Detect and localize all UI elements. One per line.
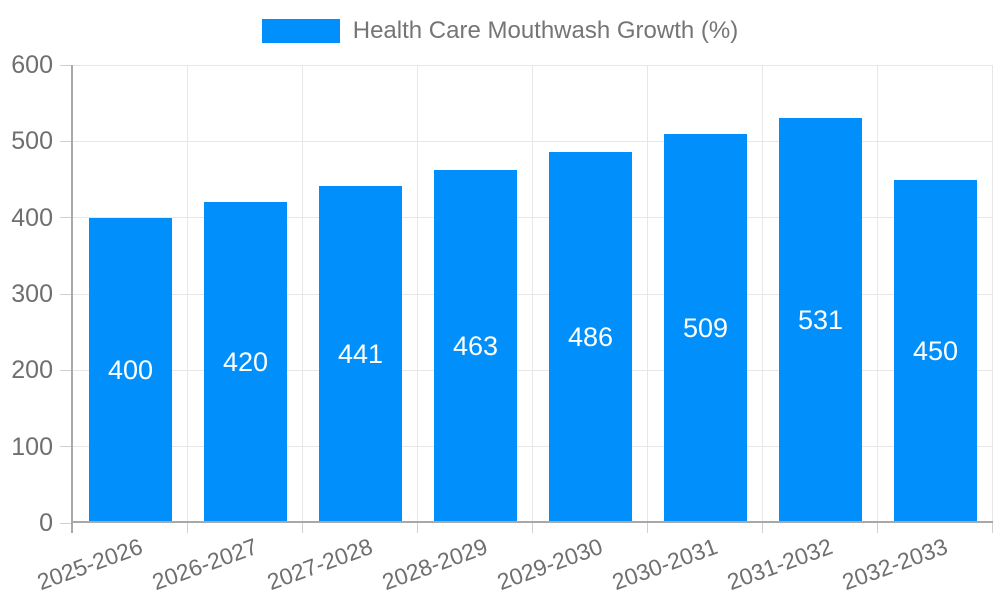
bar-value-label: 463 bbox=[452, 330, 499, 361]
y-axis-tick bbox=[60, 446, 72, 448]
y-axis-tick-label: 200 bbox=[11, 356, 53, 385]
y-axis-tick-label: 500 bbox=[11, 127, 53, 156]
x-axis-labels: 2025-2026 2026-2027 2027-2028 2028-2029 2029… bbox=[33, 533, 992, 600]
gridline-vertical bbox=[301, 65, 303, 523]
y-axis-tick-label: 100 bbox=[11, 432, 53, 461]
x-axis-line bbox=[71, 521, 993, 523]
bar-value-label: 400 bbox=[107, 354, 154, 385]
bar-value-label: 450 bbox=[912, 335, 959, 366]
bar[interactable]: 400 bbox=[89, 217, 172, 523]
y-axis-tick-label: 400 bbox=[11, 203, 53, 232]
bar-value-label: 420 bbox=[222, 347, 269, 378]
y-axis-tick bbox=[60, 64, 72, 66]
y-axis-tick bbox=[60, 217, 72, 219]
y-axis-line bbox=[71, 65, 73, 533]
y-axis-tick bbox=[60, 522, 72, 524]
plot-area: 400 420 441 463 486 509 531 450 bbox=[60, 64, 993, 533]
x-axis-tick bbox=[761, 523, 763, 533]
gridline-vertical bbox=[186, 65, 188, 523]
bar-value-label: 509 bbox=[682, 313, 729, 344]
x-axis-tick bbox=[531, 523, 533, 533]
bar-value-label: 486 bbox=[567, 322, 614, 353]
x-axis-tick bbox=[186, 523, 188, 533]
x-axis-tick bbox=[301, 523, 303, 533]
bar-value-label: 531 bbox=[797, 304, 844, 335]
y-axis-tick-label: 300 bbox=[11, 280, 53, 308]
gridline-vertical bbox=[416, 65, 418, 523]
bar[interactable]: 420 bbox=[204, 202, 287, 523]
y-axis-tick-label: 0 bbox=[39, 509, 53, 537]
x-axis-tick bbox=[991, 523, 993, 533]
legend[interactable]: Health Care Mouthwash Growth (%) bbox=[0, 17, 1000, 45]
gridline-vertical bbox=[761, 65, 763, 523]
x-axis-label-anchor: 2032-2033 bbox=[838, 533, 1000, 595]
y-axis-labels: 0 100 200 300 400 500 600 bbox=[0, 52, 62, 536]
x-axis-tick-label: 2025-2026 bbox=[33, 533, 146, 596]
bar[interactable]: 531 bbox=[779, 117, 862, 523]
x-axis-tick bbox=[646, 523, 648, 533]
gridline-vertical bbox=[876, 65, 878, 523]
bar[interactable]: 450 bbox=[894, 179, 977, 523]
gridline-vertical bbox=[531, 65, 533, 523]
gridline-vertical bbox=[646, 65, 648, 523]
bar[interactable]: 486 bbox=[549, 152, 632, 523]
bar[interactable]: 441 bbox=[319, 186, 402, 523]
y-axis-tick bbox=[60, 369, 72, 371]
legend-label: Health Care Mouthwash Growth (%) bbox=[352, 17, 739, 44]
bar[interactable]: 509 bbox=[664, 134, 747, 523]
bar-value-label: 441 bbox=[337, 339, 384, 370]
y-axis-tick bbox=[60, 140, 72, 142]
x-axis-tick bbox=[416, 523, 418, 533]
gridline-vertical bbox=[991, 65, 993, 523]
bar[interactable]: 463 bbox=[434, 169, 517, 523]
legend-swatch-icon bbox=[261, 19, 340, 43]
y-axis-tick-label: 600 bbox=[11, 51, 53, 79]
x-axis-tick bbox=[876, 523, 878, 533]
y-axis-tick bbox=[60, 293, 72, 295]
